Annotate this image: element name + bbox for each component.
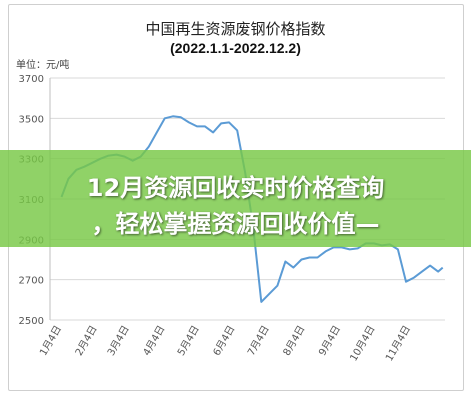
- x-tick-label: 4月4日: [141, 324, 168, 358]
- y-tick-label: 2700: [19, 276, 44, 287]
- chart-title: 中国再生资源废钢价格指数: [145, 20, 326, 38]
- y-tick-label: 3500: [19, 114, 44, 125]
- x-tick-label: 2月4日: [73, 324, 100, 358]
- chart-subtitle: (2022.1.1-2022.12.2): [170, 40, 301, 56]
- x-tick-label: 8月4日: [281, 324, 308, 358]
- x-tick-label: 11月4日: [383, 324, 413, 364]
- y-tick-label: 2500: [19, 316, 44, 327]
- headline-banner: 12月资源回收实时价格查询 ，轻松掌握资源回收价值—: [0, 150, 471, 247]
- x-tick-label: 6月4日: [211, 324, 238, 358]
- x-tick-label: 10月4日: [348, 324, 378, 364]
- x-tick-label: 7月4日: [245, 324, 272, 358]
- x-tick-label: 5月4日: [175, 324, 202, 358]
- headline-line-1: 12月资源回收实时价格查询: [86, 174, 385, 202]
- x-tick-label: 3月4日: [105, 324, 132, 358]
- headline-line-2: ，轻松掌握资源回收价值—: [91, 210, 380, 238]
- y-tick-label: 3700: [19, 74, 44, 85]
- unit-label: 单位：元/吨: [16, 60, 70, 71]
- x-tick-label: 1月4日: [37, 324, 64, 358]
- x-tick-label: 9月4日: [316, 324, 343, 358]
